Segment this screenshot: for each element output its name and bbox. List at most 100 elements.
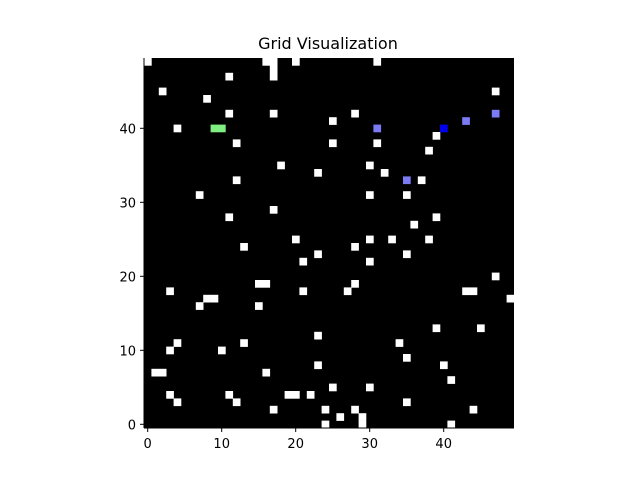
obstacle-cell <box>432 324 441 333</box>
obstacle-cell <box>358 413 367 421</box>
obstacle-cell <box>314 250 322 259</box>
obstacle-cell <box>195 191 204 199</box>
obstacle-cell <box>195 302 204 310</box>
obstacle-cell <box>151 368 160 377</box>
obstacle-cell <box>314 361 322 370</box>
obstacle-cell <box>329 383 337 392</box>
obstacle-cell <box>240 339 248 347</box>
obstacle-cell <box>262 58 271 66</box>
obstacle-cell <box>225 391 234 399</box>
obstacle-cell <box>321 420 330 429</box>
obstacle-cell <box>403 191 411 199</box>
goal-cell <box>440 124 448 133</box>
y-tick-label: 30 <box>119 196 136 211</box>
x-tick-label: 30 <box>361 437 378 452</box>
grid-cells <box>144 58 515 429</box>
obstacle-cell <box>351 405 359 414</box>
obstacle-cell <box>351 109 359 118</box>
obstacle-cell <box>255 302 263 310</box>
obstacle-cell <box>373 58 382 66</box>
obstacle-cell <box>158 87 167 96</box>
obstacle-cell <box>269 109 278 118</box>
x-tick-label: 10 <box>213 437 230 452</box>
obstacle-cell <box>373 139 382 148</box>
obstacle-cell <box>218 346 226 355</box>
obstacle-cell <box>292 391 300 399</box>
obstacle-cell <box>269 72 278 81</box>
obstacle-cell <box>388 235 396 244</box>
obstacle-cell <box>491 272 500 281</box>
obstacle-cell <box>299 257 308 266</box>
x-tick-label: 20 <box>287 437 304 452</box>
obstacle-cell <box>403 250 411 259</box>
obstacle-cell <box>269 206 278 214</box>
obstacle-cell <box>343 287 352 296</box>
obstacle-cell <box>506 294 515 303</box>
start-cell <box>210 124 219 133</box>
obstacle-cell <box>203 95 211 103</box>
obstacle-cell <box>299 287 308 296</box>
obstacle-cell <box>262 280 271 288</box>
obstacle-cell <box>166 391 174 399</box>
obstacle-cell <box>403 354 411 362</box>
obstacle-cell <box>351 280 359 288</box>
x-tick-label: 40 <box>435 437 452 452</box>
y-tick-label: 40 <box>119 122 136 137</box>
obstacle-cell <box>425 146 433 155</box>
chart-title: Grid Visualization <box>258 34 398 53</box>
obstacle-cell <box>262 368 271 377</box>
obstacle-cell <box>306 391 315 399</box>
y-tick-label: 0 <box>128 418 136 433</box>
obstacle-cell <box>173 398 182 407</box>
obstacle-cell <box>425 235 433 244</box>
obstacle-cell <box>447 420 456 429</box>
obstacle-cell <box>366 257 374 266</box>
obstacle-cell <box>210 294 219 303</box>
obstacle-cell <box>432 132 441 140</box>
obstacle-cell <box>366 235 374 244</box>
obstacle-cell <box>158 368 167 377</box>
obstacle-cell <box>469 287 478 296</box>
obstacle-cell <box>366 383 374 392</box>
obstacle-cell <box>269 65 278 74</box>
obstacle-cell <box>314 331 322 340</box>
obstacle-cell <box>232 139 241 148</box>
obstacle-cell <box>462 287 470 296</box>
obstacle-cell <box>166 346 174 355</box>
obstacle-cell <box>314 169 322 177</box>
obstacle-cell <box>395 339 404 347</box>
obstacle-cell <box>173 124 182 133</box>
path-cell <box>462 117 470 125</box>
obstacle-cell <box>491 87 500 96</box>
obstacle-cell <box>255 280 263 288</box>
obstacle-cell <box>225 109 234 118</box>
x-tick-label: 0 <box>144 437 152 452</box>
obstacle-cell <box>284 391 293 399</box>
obstacle-cell <box>366 191 374 199</box>
path-cell <box>491 109 500 118</box>
y-tick-label: 20 <box>119 270 136 285</box>
obstacle-cell <box>292 235 300 244</box>
obstacle-cell <box>203 294 211 303</box>
obstacle-cell <box>366 161 374 170</box>
obstacle-cell <box>417 176 426 185</box>
obstacle-cell <box>269 58 278 66</box>
path-cell <box>403 176 411 185</box>
obstacle-cell <box>277 161 285 170</box>
obstacle-cell <box>432 213 441 222</box>
obstacle-cell <box>410 220 419 229</box>
path-cell <box>373 124 382 133</box>
obstacle-cell <box>477 324 485 333</box>
x-axis: 0 10 20 30 40 <box>144 427 514 452</box>
obstacle-cell <box>447 376 456 384</box>
obstacle-cell <box>225 72 234 81</box>
obstacle-cell <box>240 243 248 251</box>
obstacle-cell <box>232 176 241 185</box>
obstacle-cell <box>292 58 300 66</box>
obstacle-cell <box>351 243 359 251</box>
obstacle-cell <box>336 413 345 421</box>
obstacle-cell <box>329 139 337 148</box>
y-tick-label: 10 <box>119 344 136 359</box>
start-cell <box>218 124 226 133</box>
